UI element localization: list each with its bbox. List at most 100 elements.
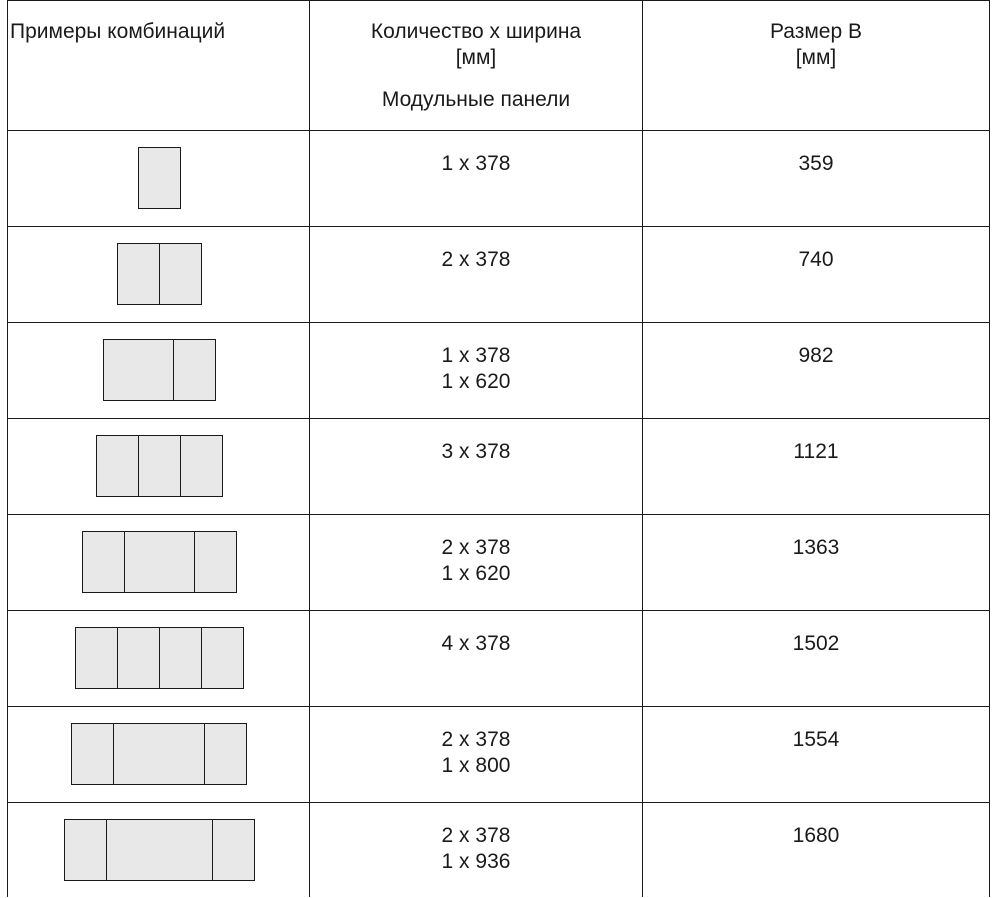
quantity-width-value: 3 x 378: [441, 440, 511, 463]
table-row: 2 x 378 1 x 936 1680: [7, 803, 990, 898]
panel-combination-diagram: [64, 819, 255, 881]
size-b-cell: 1121: [643, 419, 989, 514]
panel-combination-diagram: [138, 147, 181, 209]
module-panel: [82, 531, 125, 593]
table-header: Примеры комбинаций Количество х ширина […: [7, 1, 990, 130]
quantity-width-value: 1 x 620: [441, 562, 511, 585]
size-b-cell: 1680: [643, 803, 989, 898]
module-panel: [159, 627, 202, 689]
row-divider: [7, 418, 990, 419]
module-panel: [117, 627, 160, 689]
size-b-cell: 1554: [643, 707, 989, 802]
quantity-width-value: 2 x 378: [441, 824, 511, 847]
table-row: 1 x 378 1 x 620 982: [7, 323, 990, 418]
module-panel: [201, 627, 244, 689]
quantity-width-cell: 1 x 378: [310, 131, 642, 226]
row-divider: [7, 130, 990, 131]
combination-diagram-cell: [8, 803, 309, 898]
header-col3-label: Размер B: [769, 20, 863, 43]
module-panel: [96, 435, 139, 497]
size-b-cell: 1363: [643, 515, 989, 610]
quantity-width-cell: 3 x 378: [310, 419, 642, 514]
header-col3-unit: [мм]: [795, 46, 837, 69]
quantity-width-value: 2 x 378: [441, 536, 511, 559]
panel-combination-diagram: [96, 435, 223, 497]
quantity-width-cell: 2 x 378 1 x 800: [310, 707, 642, 802]
panel-combination-diagram: [117, 243, 202, 305]
combination-diagram-cell: [8, 707, 309, 802]
module-panel: [159, 243, 202, 305]
quantity-width-value: 1 x 620: [441, 370, 511, 393]
row-divider: [7, 226, 990, 227]
table-row: 2 x 378 1 x 800 1554: [7, 707, 990, 802]
table-row: 3 x 378 1121: [7, 419, 990, 514]
module-panel: [173, 339, 216, 401]
combinations-table: Примеры комбинаций Количество х ширина […: [7, 0, 990, 897]
grid-line-col2: [642, 0, 643, 897]
quantity-width-cell: 2 x 378 1 x 620: [310, 515, 642, 610]
size-b-cell: 740: [643, 227, 989, 322]
grid-line-right: [989, 0, 990, 897]
quantity-width-value: 1 x 936: [441, 850, 511, 873]
quantity-width-cell: 4 x 378: [310, 611, 642, 706]
header-col2-label: Количество х ширина: [370, 20, 582, 43]
quantity-width-cell: 1 x 378 1 x 620: [310, 323, 642, 418]
quantity-width-value: 4 x 378: [441, 632, 511, 655]
quantity-width-value: 1 x 378: [441, 344, 511, 367]
grid-line-col1: [309, 0, 310, 897]
size-b-cell: 1502: [643, 611, 989, 706]
header-col1-label: Примеры комбинаций: [10, 20, 226, 43]
quantity-width-value: 2 x 378: [441, 248, 511, 271]
panel-combination-diagram: [71, 723, 247, 785]
size-b-value: 1554: [792, 728, 840, 751]
header-col2-unit: [мм]: [455, 46, 497, 69]
size-b-cell: 359: [643, 131, 989, 226]
combination-diagram-cell: [8, 515, 309, 610]
size-b-value: 1121: [793, 440, 839, 463]
size-b-value: 1502: [792, 632, 840, 655]
module-panel: [124, 531, 195, 593]
size-b-cell: 982: [643, 323, 989, 418]
module-panel: [64, 819, 107, 881]
table-row: 2 x 378 1 x 620 1363: [7, 515, 990, 610]
size-b-value: 359: [798, 152, 834, 175]
header-col2-subtitle: Модульные панели: [381, 88, 571, 111]
header-quantity-width: Количество х ширина [мм] Модульные панел…: [310, 1, 642, 130]
row-divider: [7, 514, 990, 515]
module-panel: [75, 627, 118, 689]
table-row: 1 x 378 359: [7, 131, 990, 226]
quantity-width-value: 1 x 800: [441, 754, 511, 777]
combination-diagram-cell: [8, 419, 309, 514]
module-panel: [194, 531, 237, 593]
module-panel: [180, 435, 223, 497]
quantity-width-value: 2 x 378: [441, 728, 511, 751]
combination-diagram-cell: [8, 131, 309, 226]
size-b-value: 1680: [792, 824, 840, 847]
module-panel: [106, 819, 213, 881]
quantity-width-cell: 2 x 378 1 x 936: [310, 803, 642, 898]
table-row: 4 x 378 1502: [7, 611, 990, 706]
panel-combination-diagram: [103, 339, 216, 401]
panel-combination-diagram: [75, 627, 244, 689]
module-panel: [117, 243, 160, 305]
module-panel: [212, 819, 255, 881]
grid-line-top: [7, 0, 990, 1]
row-divider: [7, 610, 990, 611]
header-combination-examples: Примеры комбинаций: [8, 1, 309, 130]
row-divider: [7, 706, 990, 707]
size-b-value: 982: [798, 344, 834, 367]
module-panel: [71, 723, 114, 785]
panel-combination-diagram: [82, 531, 237, 593]
size-b-value: 740: [798, 248, 834, 271]
module-panel: [204, 723, 247, 785]
module-panel: [138, 435, 181, 497]
row-divider: [7, 802, 990, 803]
combination-diagram-cell: [8, 227, 309, 322]
header-size-b: Размер B [мм]: [643, 1, 989, 130]
module-panel: [113, 723, 205, 785]
quantity-width-cell: 2 x 378: [310, 227, 642, 322]
combination-diagram-cell: [8, 611, 309, 706]
size-b-value: 1363: [792, 536, 840, 559]
row-divider: [7, 322, 990, 323]
table-row: 2 x 378 740: [7, 227, 990, 322]
